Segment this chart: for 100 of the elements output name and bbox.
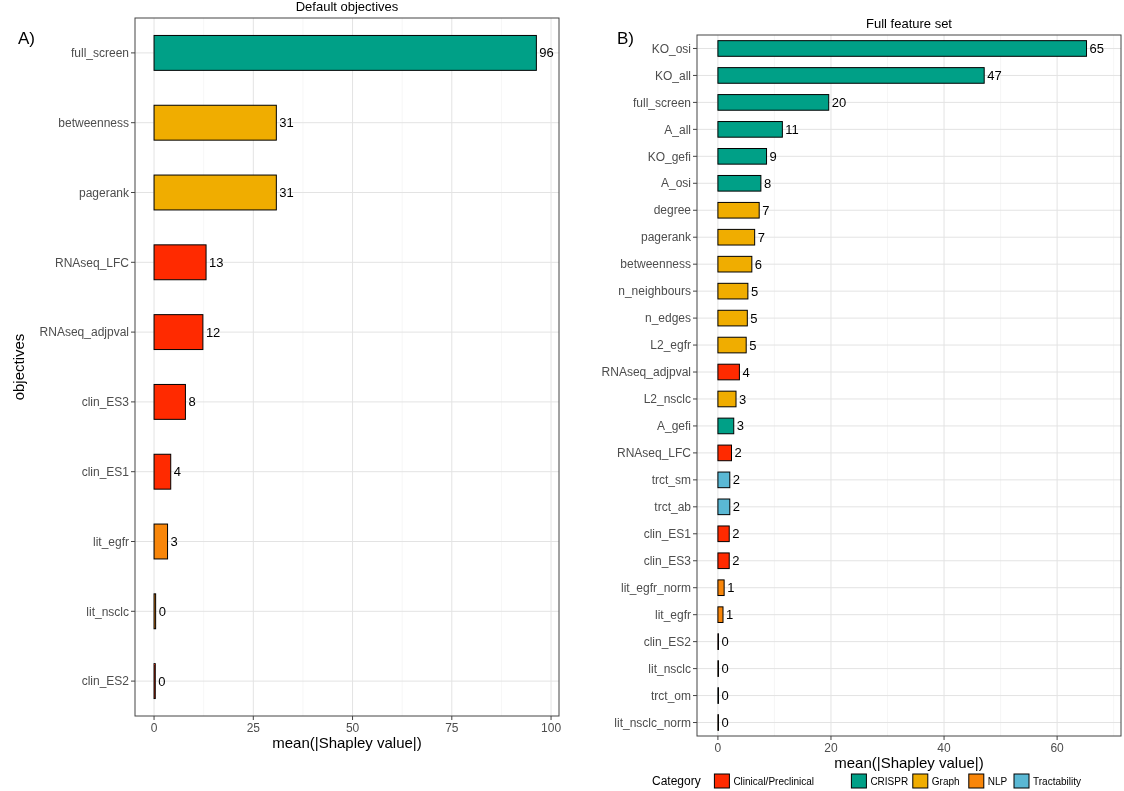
data-label: 7: [762, 202, 770, 218]
bar: [717, 201, 760, 219]
y-tick-label: full_screen: [632, 95, 691, 110]
bar: [153, 104, 277, 141]
x-axis-title: mean(|Shapley value|): [834, 754, 984, 771]
y-tick-label: KO_osi: [651, 41, 691, 56]
y-tick-label: degree: [653, 203, 692, 218]
y-tick-label: lit_nsclc_norm: [614, 715, 691, 730]
data-label: 9: [769, 148, 777, 164]
data-label: 2: [732, 499, 741, 515]
bar: [717, 94, 830, 111]
bar: [717, 471, 731, 489]
bar: [153, 453, 172, 490]
y-tick-label: RNAseq_adjpval: [39, 325, 129, 340]
y-tick-label: clin_ES3: [643, 553, 692, 568]
data-label: 6: [754, 256, 763, 272]
y-tick-label: pagerank: [640, 230, 692, 245]
bar: [153, 523, 169, 560]
data-label: 5: [750, 310, 758, 326]
x-tick-label: 50: [345, 721, 360, 735]
legend-label: Clinical/Preclinical: [733, 775, 814, 787]
data-label: 31: [279, 185, 294, 201]
bar: [717, 417, 735, 435]
y-tick-label: full_screen: [70, 46, 129, 61]
legend-label: Graph: [931, 775, 960, 787]
x-tick-label: 0: [150, 721, 158, 735]
legend-title: Category: [652, 774, 701, 789]
bar: [153, 244, 207, 281]
bar: [717, 444, 732, 462]
y-tick-label: n_edges: [644, 311, 691, 326]
y-tick-label: clin_ES2: [643, 634, 692, 649]
legend-label: Tractability: [1033, 775, 1081, 787]
bar: [717, 606, 724, 623]
chart-title: Default objectives: [295, 0, 399, 14]
text: B): [617, 29, 634, 48]
bar: [717, 579, 725, 597]
bar: [717, 309, 748, 327]
data-label: 4: [173, 464, 181, 480]
data-label: 2: [732, 553, 740, 569]
data-label: 12: [205, 324, 221, 340]
data-label: 11: [785, 121, 799, 137]
data-label: 5: [750, 283, 759, 299]
bar: [717, 148, 768, 165]
data-label: 0: [721, 634, 729, 650]
y-tick-label: betweenness: [58, 115, 129, 130]
bar: [153, 34, 537, 71]
legend-label: CRISPR: [870, 775, 909, 787]
y-tick-label: lit_egfr: [92, 534, 129, 549]
y-tick-label: RNAseq_LFC: [54, 255, 130, 270]
y-tick-label: A_osi: [660, 176, 691, 191]
bar: [717, 40, 1088, 57]
y-tick-label: L2_egfr: [650, 338, 691, 353]
bar: [717, 228, 756, 246]
chart-title: Full feature set: [866, 16, 953, 31]
data-label: 0: [158, 603, 166, 619]
x-tick-label: 100: [541, 721, 562, 735]
x-tick-label: 20: [824, 741, 838, 755]
data-label: 1: [726, 607, 734, 623]
data-label: 20: [831, 94, 847, 110]
y-tick-label: lit_egfr_norm: [620, 580, 691, 595]
data-label: 96: [539, 45, 554, 61]
data-label: 65: [1089, 41, 1104, 57]
y-tick-label: KO_all: [654, 68, 691, 83]
data-label: 0: [721, 688, 729, 704]
bar: [717, 363, 740, 381]
bar: [717, 525, 730, 543]
bar: [153, 174, 277, 211]
y-tick-label: trct_om: [650, 688, 691, 703]
x-tick-label: 0: [714, 741, 722, 755]
bar: [717, 282, 749, 300]
x-axis-title: mean(|Shapley value|): [272, 734, 422, 751]
data-label: 13: [209, 254, 224, 270]
bar: [717, 255, 753, 273]
bar: [153, 314, 204, 351]
data-label: 8: [763, 175, 772, 191]
y-tick-label: L2_nsclc: [643, 392, 691, 407]
data-label: 8: [188, 394, 196, 410]
legend-label: NLP: [987, 775, 1008, 787]
bar: [717, 390, 737, 408]
data-label: 2: [734, 445, 742, 461]
data-label: 0: [721, 661, 729, 677]
data-label: 2: [732, 526, 740, 542]
data-label: 47: [987, 67, 1002, 83]
bar: [717, 552, 730, 570]
y-tick-label: RNAseq_LFC: [616, 446, 692, 461]
data-label: 1: [727, 580, 735, 596]
data-label: 3: [739, 391, 747, 407]
bar: [153, 383, 186, 420]
data-label: 5: [749, 337, 757, 353]
data-label: 31: [279, 115, 294, 131]
y-axis-title: objectives: [10, 333, 27, 401]
bar: [717, 67, 985, 84]
y-tick-label: lit_egfr: [654, 607, 691, 622]
data-label: 3: [170, 534, 178, 550]
y-tick-label: A_all: [664, 122, 691, 137]
bar: [717, 174, 762, 192]
data-label: 4: [742, 364, 750, 380]
y-tick-label: clin_ES1: [81, 464, 130, 479]
y-tick-label: trct_ab: [654, 500, 692, 515]
x-tick-label: 40: [937, 741, 952, 755]
